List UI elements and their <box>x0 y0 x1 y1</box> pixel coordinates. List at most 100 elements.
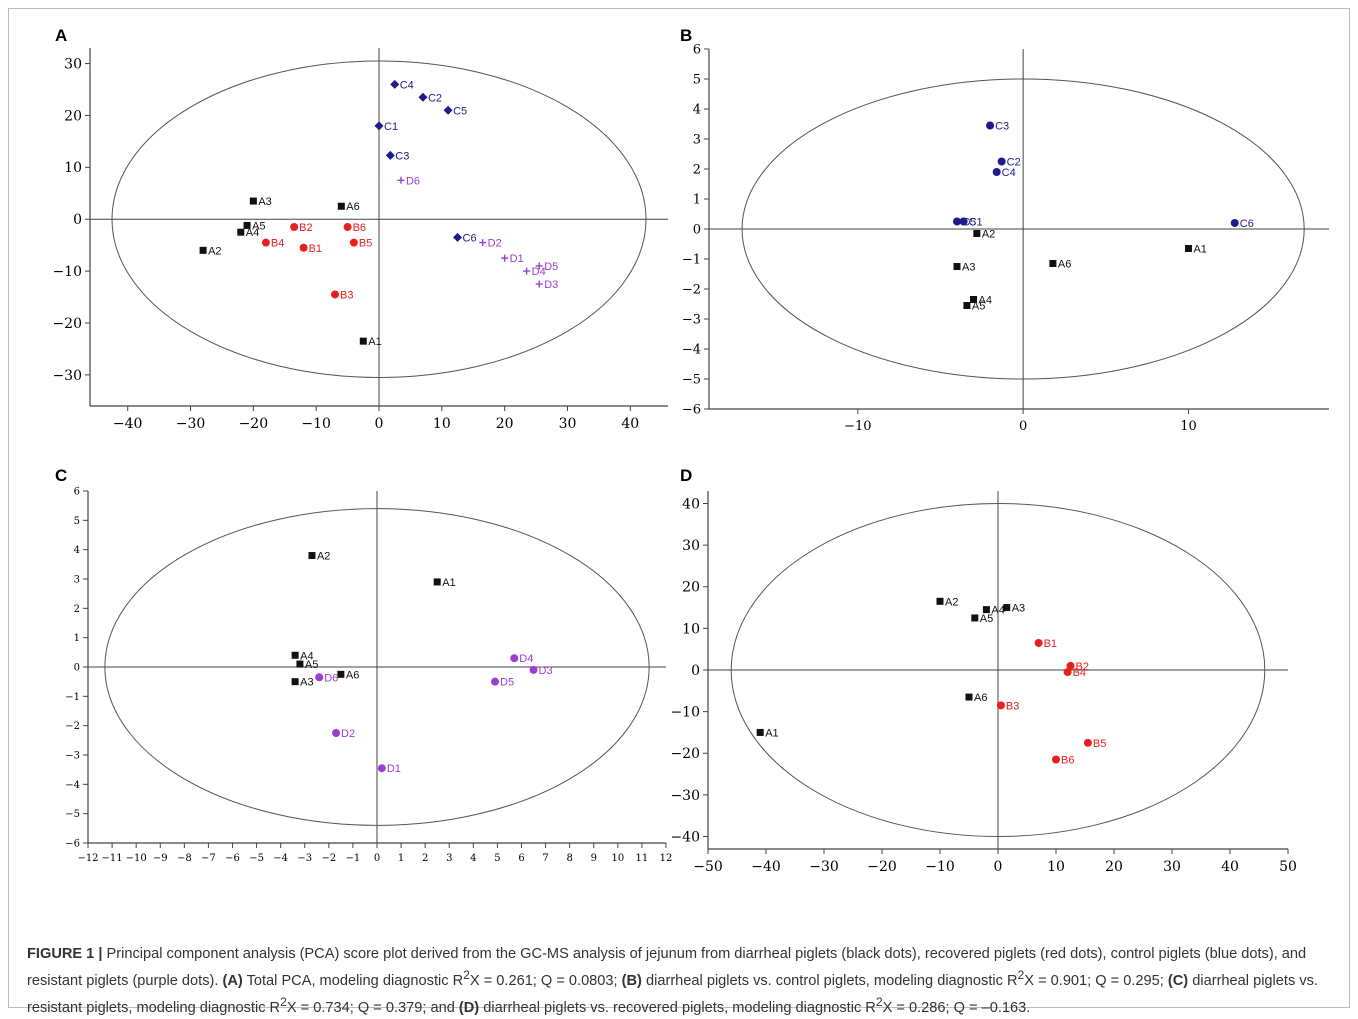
point-a-d6 <box>397 176 405 184</box>
x-tick-label-c: −3 <box>297 853 312 864</box>
point-label-b-c6: C6 <box>1240 218 1254 230</box>
point-label-a-c6: C6 <box>463 232 477 244</box>
y-tick-label-d: 0 <box>691 663 700 679</box>
point-b-a4 <box>970 296 978 303</box>
point-d-a2 <box>936 597 944 605</box>
point-label-b-c4: C4 <box>1002 167 1016 179</box>
y-tick-label-d: −30 <box>670 788 700 804</box>
point-label-c-a1: A1 <box>442 577 455 589</box>
x-tick-label-c: −6 <box>225 853 240 864</box>
point-d-a4 <box>982 606 990 614</box>
x-tick-label-c: −5 <box>249 853 264 864</box>
caption-d-sup: 2 <box>875 994 883 1009</box>
point-label-a-d4: D4 <box>532 266 546 278</box>
point-d-b2 <box>1066 661 1075 670</box>
y-tick-label-a: 10 <box>64 160 82 176</box>
point-label-a-c4: C4 <box>400 79 414 91</box>
point-c-a1 <box>433 578 441 586</box>
point-label-a-a5: A5 <box>252 220 265 232</box>
x-tick-label-d: −20 <box>867 859 897 875</box>
point-a-c2 <box>418 92 428 102</box>
point-label-b-c2: C2 <box>1007 157 1021 169</box>
x-tick-label-c: 4 <box>470 853 476 864</box>
x-tick-label-c: −10 <box>126 853 147 864</box>
caption-c-sup: 2 <box>280 994 287 1009</box>
point-d-a1 <box>756 728 764 736</box>
x-tick-label-c: −8 <box>177 853 192 864</box>
x-tick-label-d: 20 <box>1105 859 1123 875</box>
y-tick-label-c: −4 <box>65 780 80 791</box>
y-tick-label-b: −6 <box>682 403 701 418</box>
point-d-b6 <box>1052 755 1060 764</box>
x-tick-label-b: 0 <box>1019 419 1027 434</box>
point-d-a5 <box>971 614 979 622</box>
point-label-a-c2: C2 <box>428 92 442 104</box>
x-tick-label-c: −12 <box>77 853 98 864</box>
x-tick-label-c: 6 <box>518 853 524 864</box>
point-label-b-c5: C5 <box>962 217 976 229</box>
point-c-d2 <box>332 729 341 737</box>
point-label-a-b5: B5 <box>359 238 372 250</box>
panel-d-letter: D <box>680 466 693 485</box>
point-b-c3 <box>986 121 995 130</box>
x-tick-label-c: 1 <box>398 853 404 864</box>
point-label-a-b6: B6 <box>353 222 366 234</box>
point-b-a2 <box>973 230 981 237</box>
point-a-c4 <box>390 79 400 89</box>
point-label-a-a1: A1 <box>368 336 381 348</box>
caption-intro: Principal component analysis (PCA) score… <box>27 946 1307 989</box>
point-label-c-a5: A5 <box>305 659 318 671</box>
x-tick-label-a: 30 <box>559 416 577 432</box>
x-tick-label-a: 40 <box>621 416 639 432</box>
point-label-d-a1: A1 <box>765 727 778 739</box>
figure-caption: FIGURE 1 | Principal component analysis … <box>27 944 1337 1019</box>
point-label-a-b3: B3 <box>340 289 353 301</box>
point-label-a-c3: C3 <box>395 150 409 162</box>
x-tick-label-d: 10 <box>1047 859 1065 875</box>
point-label-a-d1: D1 <box>510 253 524 265</box>
y-tick-label-a: −10 <box>52 264 82 280</box>
x-tick-label-a: 20 <box>496 416 514 432</box>
x-tick-label-d: 50 <box>1279 859 1297 875</box>
x-tick-label-d: 40 <box>1221 859 1239 875</box>
confidence-ellipse-c <box>104 508 650 826</box>
y-tick-label-a: −30 <box>52 368 82 384</box>
caption-b-label: (B) <box>621 972 642 989</box>
y-tick-label-d: −40 <box>670 829 700 845</box>
point-d-a6 <box>965 693 973 701</box>
x-tick-label-c: 7 <box>542 853 548 864</box>
point-label-a-a2: A2 <box>208 245 221 257</box>
x-tick-label-c: −4 <box>273 853 288 864</box>
y-tick-label-b: −1 <box>682 253 701 268</box>
point-label-b-a4: A4 <box>979 295 992 307</box>
point-label-d-b3: B3 <box>1006 700 1019 712</box>
point-label-a-d3: D3 <box>544 279 558 291</box>
x-tick-label-a: 0 <box>375 416 384 432</box>
y-tick-label-c: 3 <box>74 575 80 586</box>
x-tick-label-a: −40 <box>113 416 143 432</box>
point-label-a-d5: D5 <box>544 261 558 273</box>
y-tick-label-a: 0 <box>73 212 82 228</box>
y-tick-label-b: 5 <box>693 73 701 88</box>
point-label-a-a3: A3 <box>258 196 271 208</box>
y-tick-label-d: −20 <box>670 746 700 762</box>
point-label-d-a6: A6 <box>974 692 987 704</box>
point-label-b-c3: C3 <box>995 121 1009 133</box>
y-tick-label-d: 20 <box>682 580 700 596</box>
point-label-b-c1: C1 <box>969 217 983 229</box>
point-label-c-d5: D5 <box>500 677 514 689</box>
point-label-d-a5: A5 <box>980 613 993 625</box>
point-d-b5 <box>1083 738 1092 747</box>
x-tick-label-c: 12 <box>660 853 673 864</box>
point-a-a5 <box>243 221 251 229</box>
figure-frame <box>8 8 1350 1008</box>
y-tick-label-c: −1 <box>65 692 80 703</box>
caption-b-stats: X = 0.901; Q = 0.295; <box>1024 972 1164 989</box>
y-tick-label-b: −5 <box>682 373 701 388</box>
y-tick-label-c: 1 <box>74 633 80 644</box>
y-tick-label-a: −20 <box>52 316 82 332</box>
point-label-a-b4: B4 <box>271 238 284 250</box>
